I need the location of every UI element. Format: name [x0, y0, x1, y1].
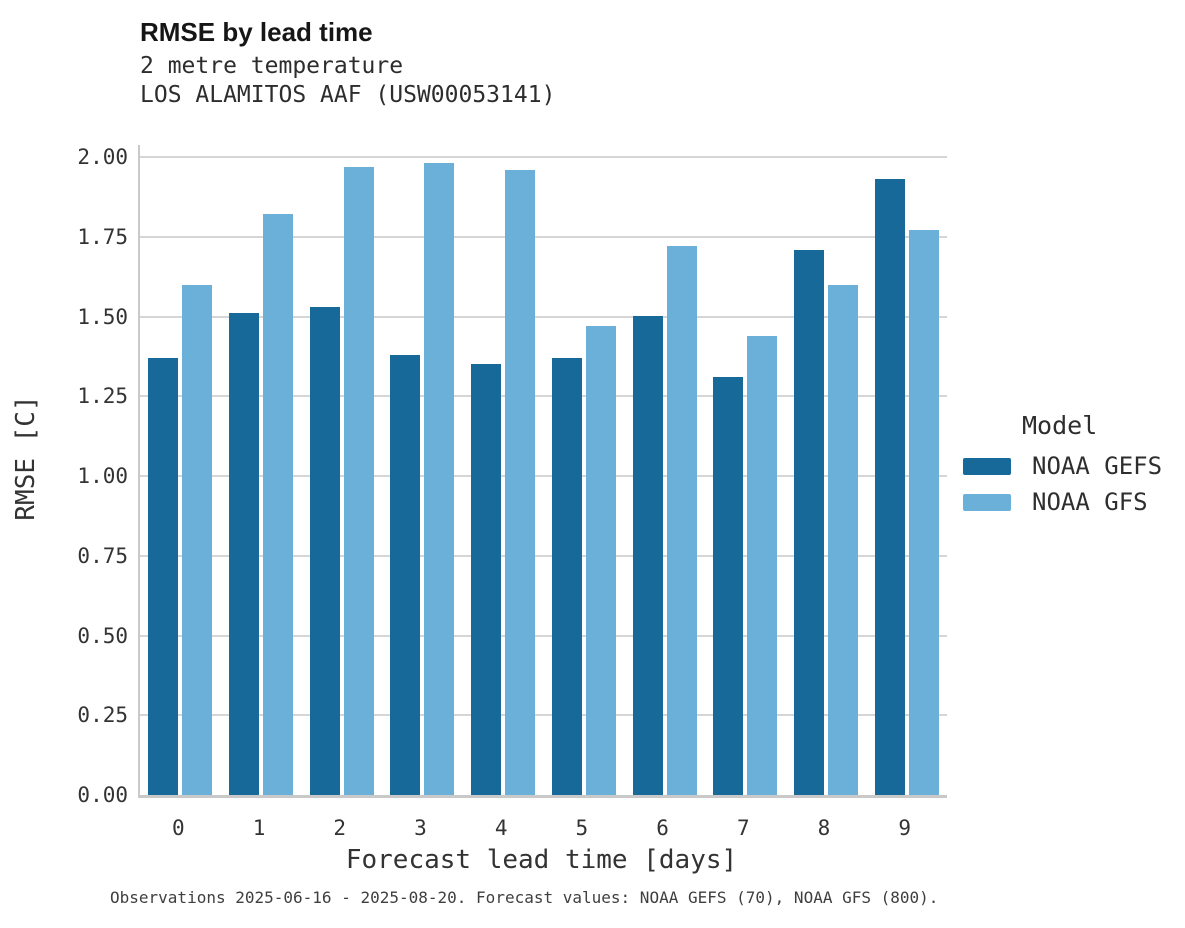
y-tick-label-1.75: 1.75: [77, 224, 128, 249]
x-tick-label-2: 2: [333, 816, 347, 840]
bar-noaa-gfs-day-6: [666, 246, 697, 795]
legend-label: NOAA GEFS: [1032, 452, 1163, 480]
legend-item-noaa-gfs: NOAA GFS: [963, 488, 1183, 516]
x-tick-label-5: 5: [575, 816, 589, 840]
bar-groups: [140, 145, 947, 795]
bar-noaa-gefs-day-2: [309, 307, 340, 795]
x-axis-title: Forecast lead time [days]: [345, 845, 738, 875]
bar-noaa-gfs-day-7: [747, 336, 778, 795]
y-axis-tick-labels: 0.00 0.25 0.50 0.75 1.00 1.25 1.50 1.75 2.00: [0, 145, 128, 806]
bar-group-day-7: [705, 145, 786, 795]
bar-group-day-6: [624, 145, 705, 795]
gridline-1.25: [140, 395, 947, 398]
bar-noaa-gefs-day-3: [390, 355, 421, 795]
y-tick-label-1.50: 1.50: [77, 304, 128, 329]
legend: Model NOAA GEFS NOAA GFS: [963, 411, 1183, 516]
bar-noaa-gfs-day-1: [263, 214, 294, 795]
gridline-0.5: [140, 634, 947, 637]
bar-noaa-gfs-day-9: [908, 230, 939, 795]
bar-group-day-0: [140, 145, 221, 795]
bar-group-day-3: [382, 145, 463, 795]
bar-group-day-1: [221, 145, 302, 795]
legend-label: NOAA GFS: [1032, 488, 1148, 516]
gridline-0.25: [140, 714, 947, 717]
bar-noaa-gefs-day-4: [471, 364, 502, 795]
bar-noaa-gefs-day-7: [713, 377, 744, 795]
bar-group-day-4: [463, 145, 544, 795]
y-tick-label-0.75: 0.75: [77, 543, 128, 568]
x-tick-label-0: 0: [172, 816, 185, 840]
bar-noaa-gfs-day-4: [505, 170, 536, 795]
bar-noaa-gfs-day-0: [182, 285, 213, 795]
bar-noaa-gfs-day-2: [343, 167, 374, 795]
legend-title: Model: [1022, 411, 1098, 440]
y-tick-label-0.00: 0.00: [77, 783, 128, 807]
gridline-0.75: [140, 554, 947, 557]
x-tick-label-9: 9: [898, 816, 911, 840]
x-tick-label-3: 3: [414, 816, 427, 840]
x-axis-tick-labels: 0 1 2 3 4 5 6 7 8 9: [138, 814, 945, 842]
legend-item-noaa-gefs: NOAA GEFS: [963, 452, 1183, 480]
y-tick-label-0.50: 0.50: [77, 623, 128, 648]
x-tick-label-7: 7: [736, 816, 750, 840]
x-tick-label-8: 8: [817, 816, 831, 840]
legend-swatch-icon: [963, 493, 1011, 511]
bar-noaa-gefs-day-9: [874, 179, 905, 795]
bar-group-day-8: [786, 145, 867, 795]
chart-title: RMSE by lead time: [140, 17, 373, 47]
bar-group-day-5: [544, 145, 625, 795]
bar-noaa-gefs-day-1: [229, 313, 260, 795]
x-tick-label-6: 6: [656, 816, 669, 840]
gridline-1: [140, 475, 947, 477]
chart-station-label: LOS ALAMITOS AAF (USW00053141): [140, 82, 556, 108]
gridline-2: [140, 156, 947, 158]
bar-noaa-gfs-day-3: [424, 163, 455, 795]
y-tick-label-1.00: 1.00: [77, 464, 128, 488]
gridline-1.5: [140, 315, 947, 318]
bar-noaa-gfs-day-5: [585, 326, 616, 795]
bar-group-day-9: [866, 145, 947, 795]
bar-noaa-gfs-day-8: [827, 285, 858, 795]
plot-area: [138, 145, 947, 798]
x-tick-label-4: 4: [494, 816, 508, 840]
legend-swatch-icon: [963, 457, 1011, 475]
chart-subtitle: 2 metre temperature: [140, 53, 404, 79]
bar-noaa-gefs-day-6: [632, 316, 663, 795]
x-tick-label-1: 1: [252, 816, 266, 840]
y-tick-label-0.25: 0.25: [77, 703, 128, 728]
footer-caption: Observations 2025-06-16 - 2025-08-20. Fo…: [110, 888, 939, 907]
legend-items: NOAA GEFS NOAA GFS: [963, 452, 1183, 516]
bar-group-day-2: [301, 145, 382, 795]
gridline-1.75: [140, 235, 947, 238]
y-tick-label-1.25: 1.25: [77, 384, 128, 409]
bar-noaa-gefs-day-5: [551, 358, 582, 795]
bar-noaa-gefs-day-0: [148, 358, 179, 795]
y-tick-label-2.00: 2.00: [77, 145, 128, 169]
bar-noaa-gefs-day-8: [793, 250, 824, 795]
